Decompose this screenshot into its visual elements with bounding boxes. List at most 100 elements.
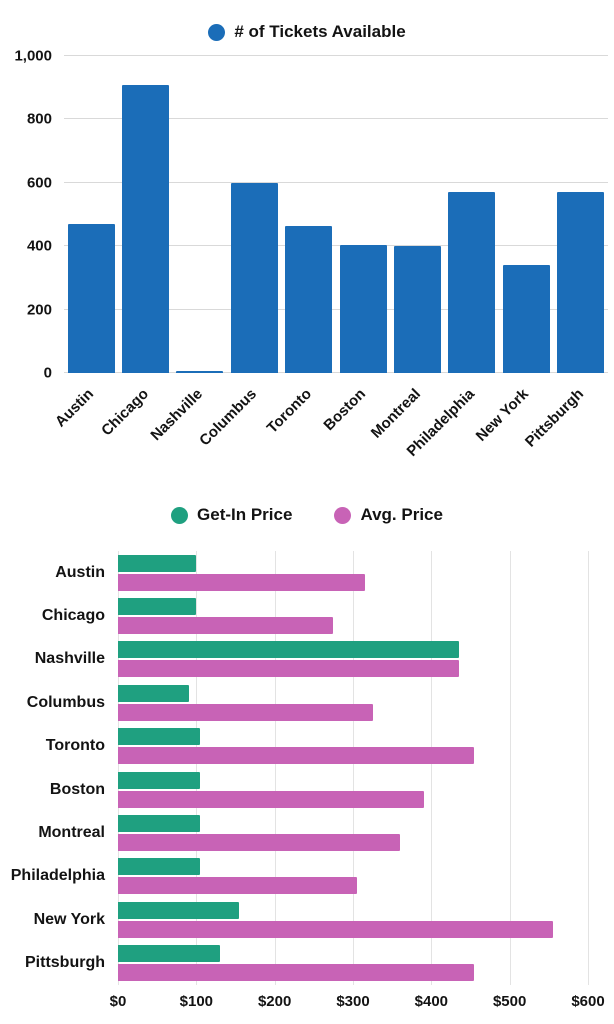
bar-avg-price-boston [118, 790, 424, 808]
tickets-bars-group [64, 56, 608, 373]
price-row-nashville [118, 638, 588, 681]
gridline-200 [274, 551, 276, 985]
legend-label-get-in-price: Get-In Price [197, 505, 293, 524]
row-label-chicago: Chicago [41, 607, 105, 625]
tickets-bar-montreal [394, 246, 442, 373]
x-tick-label-200: $200 [257, 992, 292, 1010]
price-row-austin [118, 551, 588, 594]
x-axis-label-columbus: Columbus [196, 385, 261, 450]
gridline-1-000 [64, 55, 608, 56]
bar-slot-columbus [227, 56, 281, 373]
gridline-500 [509, 551, 511, 985]
x-tick-label-400: $400 [414, 992, 449, 1010]
tickets-bar-chicago [122, 84, 170, 373]
row-label-nashville: Nashville [34, 650, 105, 668]
prices-legend: Get-In Price Avg. Price [0, 503, 614, 527]
gridline-100 [196, 551, 198, 985]
price-row-chicago [118, 594, 588, 637]
row-label-new-york: New York [33, 910, 105, 928]
x-axis-label-boston: Boston [320, 385, 370, 435]
price-row-columbus [118, 681, 588, 724]
row-label-austin: Austin [55, 563, 105, 581]
bar-avg-price-montreal [118, 834, 400, 852]
bar-avg-price-austin [118, 573, 365, 591]
price-row-boston [118, 768, 588, 811]
bar-avg-price-new-york [118, 920, 553, 938]
bar-slot-chicago [118, 56, 172, 373]
legend-item-avg-price: Avg. Price [334, 505, 443, 525]
bar-get-in-price-chicago [118, 598, 197, 616]
gridline-600 [64, 181, 608, 183]
prices-y-axis: Austin Chicago Nashville Columbus Toronto Bos… [0, 551, 118, 985]
row-label-montreal: Montreal [38, 824, 105, 842]
bar-avg-price-chicago [118, 617, 334, 635]
bar-get-in-price-pittsburgh [118, 945, 220, 963]
y-tick-label-600: 600 [26, 174, 52, 192]
prices-chart: Get-In Price Avg. Price Austin Chicago Nash… [0, 503, 614, 1015]
x-tick-label-0: $0 [109, 992, 127, 1010]
bar-slot-boston [336, 56, 390, 373]
prices-plot-wrapper: Austin Chicago Nashville Columbus Toronto Bos… [0, 551, 614, 985]
bar-get-in-price-columbus [118, 684, 189, 702]
tickets-plot-wrapper: 0 200 400 600 800 1,000 [14, 48, 608, 382]
tickets-bar-nashville [176, 371, 224, 373]
legend-label-avg-price: Avg. Price [360, 505, 443, 524]
legend-marker-avg-price-icon [334, 506, 352, 524]
tickets-legend-marker-icon [208, 23, 226, 41]
tickets-legend: # of Tickets Available [0, 20, 614, 44]
gridline-0 [64, 372, 608, 373]
row-label-pittsburgh: Pittsburgh [25, 954, 105, 972]
gridline-300 [353, 551, 354, 985]
x-tick-label-100: $100 [179, 992, 214, 1010]
y-tick-label-1-000: 1,000 [14, 47, 52, 65]
tickets-bar-philadelphia [448, 192, 496, 373]
bar-slot-nashville [173, 56, 227, 373]
gridline-800 [64, 118, 608, 120]
row-label-toronto: Toronto [45, 737, 105, 755]
bar-get-in-price-austin [118, 554, 197, 572]
tickets-plot-area: 0 200 400 600 800 1,000 [14, 48, 608, 382]
y-tick-label-400: 400 [26, 237, 52, 255]
bar-avg-price-columbus [118, 703, 373, 721]
gridline-400 [431, 551, 433, 985]
bar-get-in-price-new-york [118, 901, 240, 919]
gridline-600 [588, 551, 589, 985]
bar-slot-philadelphia [445, 56, 499, 373]
tickets-bar-pittsburgh [557, 192, 605, 373]
gridline-200 [64, 308, 608, 310]
bar-avg-price-philadelphia [118, 877, 357, 895]
tickets-bar-austin [67, 224, 115, 373]
gridline-400 [64, 245, 608, 247]
tickets-legend-label: # of Tickets Available [234, 22, 406, 41]
x-tick-label-500: $500 [492, 992, 527, 1010]
bar-slot-new-york [499, 56, 553, 373]
row-label-boston: Boston [49, 780, 105, 798]
y-tick-label-200: 200 [26, 301, 52, 319]
y-tick-label-800: 800 [26, 110, 52, 128]
row-label-columbus: Columbus [26, 693, 105, 711]
bar-get-in-price-nashville [118, 641, 459, 659]
gridline-0 [118, 551, 119, 985]
legend-item-get-in-price: Get-In Price [171, 505, 292, 525]
y-tick-label-0: 0 [43, 364, 52, 382]
bar-avg-price-pittsburgh [118, 964, 475, 982]
x-tick-label-600: $600 [571, 992, 605, 1010]
bar-slot-montreal [390, 56, 444, 373]
tickets-chart: # of Tickets Available 0 200 400 600 800 1,00… [0, 0, 614, 473]
bar-get-in-price-montreal [118, 815, 201, 833]
bar-get-in-price-boston [118, 771, 201, 789]
bar-slot-toronto [282, 56, 336, 373]
price-row-new-york [118, 898, 588, 941]
bar-get-in-price-philadelphia [118, 858, 201, 876]
bar-get-in-price-toronto [118, 728, 201, 746]
tickets-bar-new-york [502, 265, 550, 373]
bar-slot-austin [64, 56, 118, 373]
row-label-philadelphia: Philadelphia [10, 867, 105, 885]
x-axis-label-chicago: Chicago [97, 385, 152, 440]
x-axis-label-austin: Austin [52, 385, 98, 431]
x-axis-label-montreal: Montreal [367, 385, 424, 442]
x-axis-label-pittsburgh: Pittsburgh [521, 385, 587, 451]
tickets-bar-boston [339, 244, 387, 373]
prices-x-axis: $0 $100 $200 $300 $400 $500 $600 [110, 985, 605, 1015]
